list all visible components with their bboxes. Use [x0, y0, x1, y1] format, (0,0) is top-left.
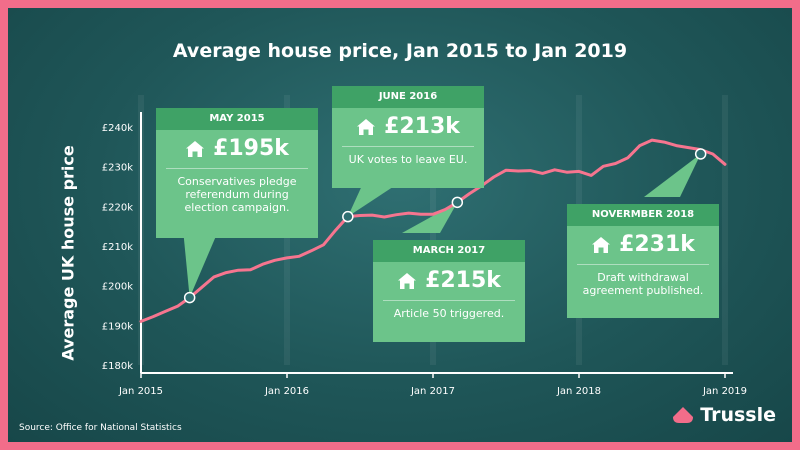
axes — [140, 112, 733, 374]
callout-price: £213k — [384, 114, 460, 139]
y-tick-label: £190k — [102, 321, 133, 332]
x-tick-label: Jan 2015 — [118, 386, 163, 397]
callout-pointer — [644, 153, 701, 197]
y-tick-label: £210k — [102, 242, 133, 253]
highlight-marker — [694, 148, 707, 160]
y-tick-label: £200k — [102, 282, 133, 293]
callout-header: JUNE 2016 — [332, 86, 484, 108]
callout-pointer — [402, 202, 458, 233]
house-icon — [592, 237, 611, 253]
callout-november-2018: NOVERMBER 2018 £231k Draft withdrawal ag… — [567, 204, 719, 318]
callout-divider — [166, 168, 308, 169]
chart-title: Average house price, Jan 2015 to Jan 201… — [172, 40, 628, 62]
callout-text-line: Conservatives pledge — [177, 175, 297, 188]
callout-text-line: UK votes to leave EU. — [348, 153, 468, 166]
house-price-line — [139, 138, 727, 323]
callout-header: MARCH 2017 — [373, 240, 525, 262]
y-tick-label: £240k — [102, 123, 133, 134]
callout-text: UK votes to leave EU. — [332, 147, 484, 166]
y-tick-label: £180k — [102, 361, 133, 372]
callout-divider — [577, 264, 709, 265]
brand-logo[interactable]: Trussle — [672, 404, 776, 426]
y-tick-label: £220k — [102, 202, 133, 213]
house-icon — [673, 407, 694, 423]
x-tick-label: Jan 2016 — [264, 386, 309, 397]
callout-may-2015: MAY 2015 £195k Conservatives pledge refe… — [156, 108, 318, 238]
callout-price: £215k — [425, 268, 501, 293]
callout-header: NOVERMBER 2018 — [567, 204, 719, 226]
callout-text: Article 50 triggered. — [373, 301, 525, 320]
highlight-marker — [451, 196, 464, 209]
callout-price-row: £213k — [332, 108, 484, 146]
x-tick-label: Jan 2019 — [702, 386, 747, 397]
callout-pointer — [347, 179, 405, 217]
callout-text: Conservatives pledge referendum during e… — [156, 169, 318, 214]
house-icon — [357, 119, 376, 135]
callout-text-line: Article 50 triggered. — [393, 307, 505, 320]
callout-price-row: £215k — [373, 262, 525, 300]
y-tick-label: £230k — [102, 163, 133, 174]
callout-divider — [383, 300, 515, 301]
callout-header: MAY 2015 — [156, 108, 318, 130]
callout-text-line: Draft withdrawal — [597, 271, 689, 284]
series-group — [139, 138, 727, 323]
callout-text-line: election campaign. — [184, 201, 290, 214]
x-tick-label: Jan 2018 — [556, 386, 601, 397]
x-tick-label: Jan 2017 — [410, 386, 455, 397]
brand-name: Trussle — [700, 404, 776, 426]
callout-text-line: agreement published. — [582, 284, 704, 297]
highlight-markers — [183, 148, 707, 304]
x-ticks: Jan 2015 Jan 2016 Jan 2017 Jan 2018 Jan 2019 — [118, 373, 747, 397]
house-icon — [398, 273, 417, 289]
callout-pointers — [183, 153, 701, 298]
callout-june-2016: JUNE 2016 £213k UK votes to leave EU. — [332, 86, 484, 188]
house-icon — [186, 141, 205, 157]
callout-pointer — [183, 229, 219, 298]
callout-price: £195k — [213, 136, 289, 161]
callout-march-2017: MARCH 2017 £215k Article 50 triggered. — [373, 240, 525, 342]
callout-text: Draft withdrawal agreement published. — [567, 265, 719, 297]
highlight-marker — [342, 210, 354, 223]
callout-price-row: £231k — [567, 226, 719, 264]
callout-price: £231k — [619, 232, 695, 257]
callout-price-row: £195k — [156, 130, 318, 168]
y-ticks: £180k £190k £200k £210k £220k £230k £240k — [102, 123, 133, 372]
callout-divider — [342, 146, 474, 147]
callout-text-line: referendum during — [185, 188, 289, 201]
source-note: Source: Office for National Statistics — [19, 423, 182, 433]
highlight-marker — [183, 291, 196, 304]
